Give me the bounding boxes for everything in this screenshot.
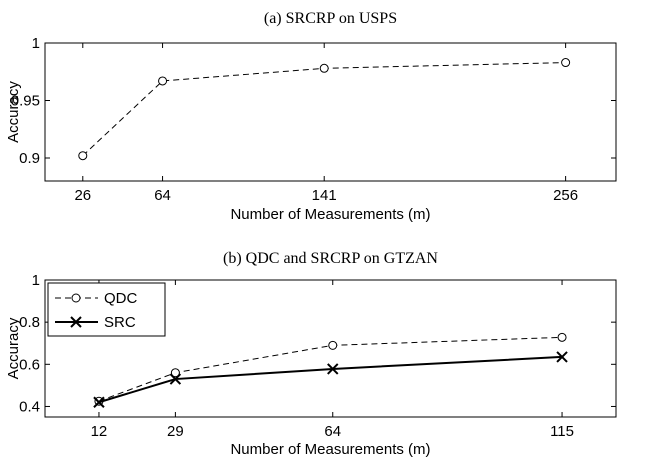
chart-b-title: (b) QDC and SRCRP on GTZAN	[223, 250, 438, 267]
chart-b-x-tick-label: 12	[91, 423, 108, 440]
chart-a-y-tick-label: 0.9	[19, 150, 40, 167]
chart-b-qdc-line	[98, 336, 563, 402]
chart-b-x-tick-label: 29	[167, 423, 184, 440]
chart-a-series-point	[561, 58, 571, 68]
chart-b-plot-area	[44, 279, 617, 418]
chart-a-plot-area	[44, 42, 617, 182]
chart-a-y-tick-label: 0.95	[11, 93, 40, 110]
chart-b-src-point	[93, 396, 105, 408]
chart-b-y-tick-label: 0.8	[19, 314, 40, 331]
chart-a: (a) SRCRP on USPS 26 64 141 256 0.9 0.95 1 Numbe…	[5, 10, 617, 223]
chart-a-series-line	[82, 62, 566, 157]
legend-src-marker	[70, 316, 82, 328]
chart-a-x-tick-label: 141	[312, 187, 337, 204]
chart-b-src-point	[169, 373, 182, 385]
chart-a-x-tick-label: 64	[154, 187, 171, 204]
chart-b-y-axis-label: Accuracy	[5, 317, 22, 379]
chart-a-y-axis-label: Accuracy	[5, 81, 22, 143]
chart-b-x-tick-label: 64	[324, 423, 341, 440]
legend-qdc-marker	[71, 293, 81, 303]
chart-a-x-axis-label: Number of Measurements (m)	[230, 206, 430, 223]
chart-b-x-axis-label: Number of Measurements (m)	[230, 441, 430, 458]
chart-a-series-point	[319, 63, 329, 73]
chart-a-x-tick-label: 256	[553, 187, 578, 204]
chart-a-title: (a) SRCRP on USPS	[264, 10, 397, 27]
chart-b-legend-box	[47, 282, 166, 337]
chart-a-series-point	[78, 151, 88, 161]
legend-qdc-label: QDC	[104, 290, 138, 307]
chart-b-qdc-point	[170, 368, 180, 378]
chart-a-series-point	[158, 76, 168, 86]
chart-b-src-point	[327, 363, 339, 375]
chart-b-src-point	[556, 351, 568, 363]
chart-b-y-tick-label: 1	[32, 272, 40, 289]
chart-a-y-tick-label: 1	[32, 35, 40, 52]
chart-b-src-line	[98, 355, 563, 404]
chart-b: (b) QDC and SRCRP on GTZAN 12 29 64 115 0.4 0.…	[5, 250, 617, 458]
chart-b-x-tick-label: 115	[550, 423, 574, 440]
chart-a-x-tick-label: 26	[74, 187, 91, 204]
chart-b-y-tick-label: 0.6	[19, 356, 40, 373]
chart-b-legend: QDC SRC	[47, 282, 166, 337]
legend-src-label: SRC	[104, 314, 136, 331]
chart-b-qdc-point	[328, 340, 338, 350]
chart-b-qdc-point	[557, 332, 567, 342]
chart-b-y-tick-label: 0.4	[19, 398, 40, 415]
